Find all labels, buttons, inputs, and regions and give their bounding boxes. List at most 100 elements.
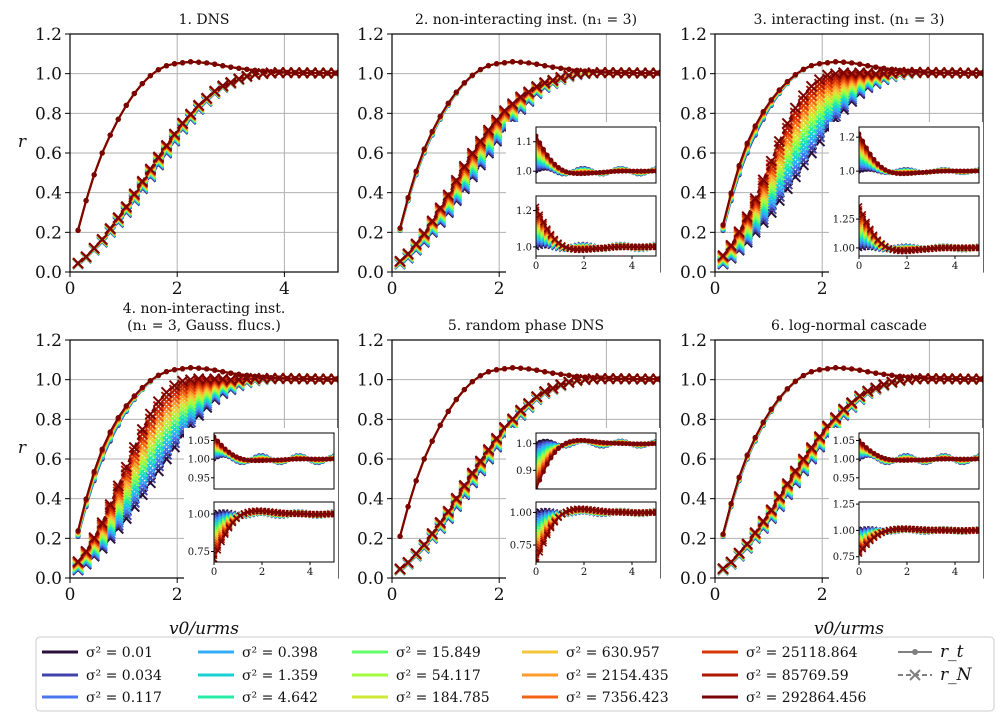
marker-rt	[833, 59, 839, 65]
inset-marker-rt	[544, 152, 550, 158]
marker-rN	[773, 139, 786, 152]
inset-marker-rt	[608, 169, 614, 175]
marker-rN	[152, 151, 165, 163]
ytick-label: 1.0	[35, 65, 62, 85]
marker-rt	[276, 69, 282, 75]
series-rt-4	[77, 60, 336, 231]
marker-rN	[112, 211, 124, 224]
ytick-label: 0.6	[35, 144, 62, 164]
marker-rt	[558, 65, 564, 71]
xtick-label: 2	[172, 279, 183, 299]
inset-background	[829, 122, 983, 298]
ytick-label: 1.2	[357, 25, 384, 45]
ytick-label: 0.0	[680, 263, 707, 283]
ytick-label: 0.0	[35, 263, 62, 283]
ytick-label: 0.6	[357, 144, 384, 164]
ytick-label: 1.2	[35, 25, 62, 45]
marker-rt	[509, 59, 516, 65]
inset-xtick-label: 2	[581, 261, 587, 272]
inset-bottom: 1.21.00 2 4	[516, 195, 657, 272]
marker-rN	[813, 82, 826, 95]
marker-rt	[131, 90, 137, 97]
ytick-label: 0.8	[680, 104, 707, 124]
marker-rN	[733, 225, 745, 238]
marker-rN	[450, 174, 463, 187]
inset-frame	[535, 126, 657, 184]
ytick-label: 0.0	[357, 263, 384, 283]
marker-rt	[534, 61, 540, 67]
marker-rt	[332, 70, 338, 76]
marker-rN	[418, 227, 430, 240]
inset-marker-rN	[536, 211, 544, 219]
inset-marker-rt	[860, 138, 866, 144]
series-rt-7	[77, 60, 336, 231]
ytick-label: 1.2	[680, 25, 707, 45]
series-rt-11	[77, 60, 336, 231]
marker-rN	[128, 188, 141, 200]
marker-rt	[75, 227, 81, 233]
marker-rt	[841, 59, 847, 65]
series-rt-13	[77, 60, 336, 231]
inset-marker-rt	[954, 168, 959, 174]
marker-rt	[606, 69, 612, 76]
marker-rN	[514, 91, 527, 103]
marker-rt	[614, 70, 620, 76]
panel-title: 3. interacting inst. (n₁ = 3)	[754, 12, 945, 28]
inset-marker-rt	[927, 169, 933, 175]
marker-rt	[244, 66, 250, 72]
marker-rt	[889, 66, 895, 72]
marker-rN	[426, 215, 438, 227]
marker-rN	[725, 239, 737, 252]
marker-rt	[630, 70, 636, 76]
marker-rN	[434, 202, 446, 214]
marker-rN	[555, 71, 567, 84]
inset-plot	[859, 202, 979, 255]
marker-rt	[598, 69, 604, 75]
marker-rt	[752, 123, 758, 129]
marker-rN	[144, 163, 157, 175]
marker-rt	[139, 80, 145, 87]
marker-rN	[458, 160, 471, 173]
inset-marker-rt	[631, 168, 636, 174]
marker-rt	[744, 140, 750, 146]
series-rt-8	[77, 60, 336, 231]
inset-marker-rN	[652, 243, 656, 251]
inset-marker-rt	[905, 171, 911, 177]
inset-bottom: 1.251.000 2 4	[833, 195, 980, 272]
inset-ytick-label: 1.0	[516, 242, 532, 253]
inset-marker-rt	[942, 168, 948, 174]
marker-rt	[493, 61, 500, 67]
inset-marker-rt	[897, 171, 903, 177]
marker-rt	[107, 132, 113, 138]
marker-rt	[485, 63, 492, 69]
inset-marker-rt	[879, 164, 884, 170]
marker-rt	[824, 60, 831, 66]
inset-marker-rt	[597, 170, 603, 175]
marker-rt	[736, 162, 742, 169]
marker-rN	[741, 211, 753, 223]
inset-marker-rN	[536, 203, 540, 211]
marker-rt	[115, 116, 121, 122]
inset-marker-rt	[969, 168, 974, 174]
marker-rt	[760, 108, 766, 115]
inset-marker-rt	[924, 169, 929, 175]
marker-rt	[469, 72, 475, 78]
inset-xtick-label: 4	[629, 261, 635, 272]
inset-ytick-label: 1.2	[516, 206, 532, 217]
inset-marker-rt	[972, 168, 978, 174]
inset-marker-rt	[623, 168, 629, 174]
marker-rt	[526, 60, 532, 66]
inset-marker-rt	[653, 168, 656, 174]
marker-rt	[220, 63, 226, 69]
marker-rt	[236, 65, 242, 71]
marker-rt	[83, 198, 89, 204]
inset-marker-rt	[976, 168, 979, 174]
marker-rt	[566, 66, 572, 72]
inset-marker-rN	[536, 206, 540, 214]
marker-rt	[550, 64, 556, 70]
inset-marker-rt	[939, 168, 944, 174]
series-rt-5	[77, 60, 336, 231]
